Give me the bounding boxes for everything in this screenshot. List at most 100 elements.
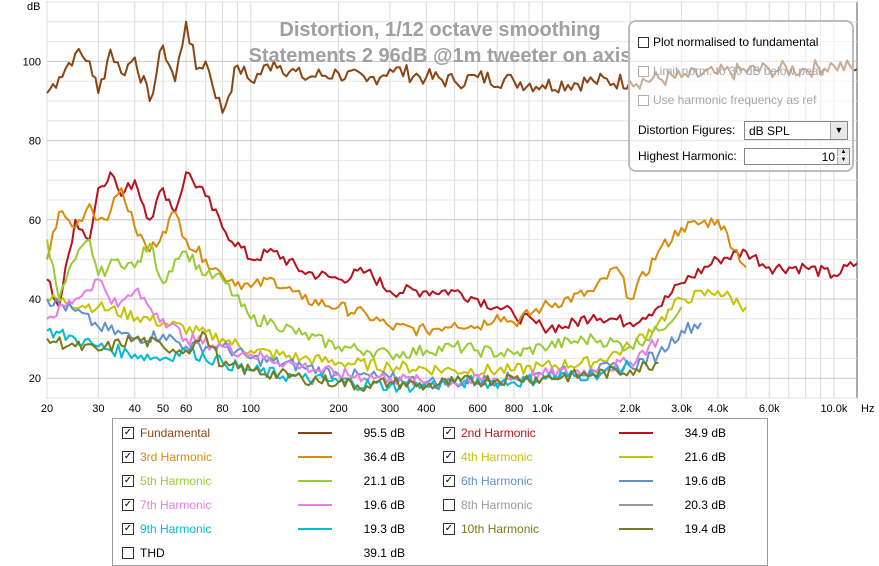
distortion-figures-label: Distortion Figures:: [638, 123, 736, 137]
x-tick-label: 60: [180, 403, 192, 412]
x-axis-unit: Hz: [861, 403, 874, 412]
y-tick-label: 80: [29, 136, 41, 148]
legend-checkbox-7th-harmonic[interactable]: ✓: [122, 499, 134, 511]
x-tick-label: 30: [92, 403, 104, 412]
legend-value: 34.9 dB: [684, 426, 726, 440]
x-tick-label: 3.0k: [671, 403, 692, 412]
legend-label: 4th Harmonic: [461, 450, 533, 464]
legend-item-7th-harmonic[interactable]: ✓ 7th Harmonic: [122, 496, 211, 514]
legend-item-6th-harmonic[interactable]: ✓ 6th Harmonic: [443, 472, 532, 490]
legend-item-8th-harmonic[interactable]: 8th Harmonic: [443, 496, 532, 514]
plot-normalised-checkbox[interactable]: [638, 36, 649, 48]
legend-item-4th-harmonic[interactable]: ✓ 4th Harmonic: [443, 448, 532, 466]
legend-checkbox-fundamental[interactable]: ✓: [122, 427, 134, 439]
legend-checkbox-thd[interactable]: [122, 547, 134, 559]
legend-label: THD: [140, 546, 165, 560]
legend-value: 19.6 dB: [684, 474, 726, 488]
legend-swatch: [298, 528, 332, 530]
plot-normalised-label: Plot normalised to fundamental: [653, 35, 819, 49]
legend-checkbox-4th-harmonic[interactable]: ✓: [443, 451, 455, 463]
legend-value: 21.1 dB: [363, 474, 405, 488]
legend-value: 39.1 dB: [363, 546, 405, 560]
legend-swatch: [619, 504, 653, 506]
legend-value: 19.6 dB: [363, 498, 405, 512]
x-tick-label: 400: [417, 403, 435, 412]
y-tick-label: 100: [23, 56, 41, 68]
distortion-figures-select[interactable]: dB SPL ▼: [744, 121, 848, 140]
legend-swatch: [619, 432, 653, 434]
chevron-down-icon[interactable]: ▼: [830, 122, 847, 139]
highest-harmonic-spinner[interactable]: 10 ▲ ▼: [744, 148, 850, 165]
legend-label: 9th Harmonic: [140, 522, 212, 536]
x-tick-label: 40: [129, 403, 141, 412]
x-tick-label: 300: [381, 403, 399, 412]
legend-item-5th-harmonic[interactable]: ✓ 5th Harmonic: [122, 472, 211, 490]
legend-checkbox-3rd-harmonic[interactable]: ✓: [122, 451, 134, 463]
legend-label: 2nd Harmonic: [461, 426, 536, 440]
series-line-3rd-harmonic: [46, 187, 747, 337]
axis-labels: 20 40 60 80 100 20 30 40 50 60 80 100 200 300 400 600 80…: [23, 56, 848, 412]
legend-label: 5th Harmonic: [140, 474, 212, 488]
legend-value: 95.5 dB: [363, 426, 405, 440]
x-tick-label: 100: [242, 403, 260, 412]
legend-checkbox-8th-harmonic[interactable]: [443, 499, 455, 511]
x-tick-label: 4.0k: [707, 403, 728, 412]
legend-swatch: [619, 528, 653, 530]
legend-swatch: [619, 456, 653, 458]
legend-swatch: [298, 480, 332, 482]
spin-up-icon[interactable]: ▲: [837, 149, 849, 156]
legend-label: Fundamental: [140, 426, 211, 440]
series-line-2nd-harmonic: [46, 171, 858, 334]
legend-label: 8th Harmonic: [461, 498, 533, 512]
spin-down-icon[interactable]: ▼: [837, 157, 849, 164]
legend-value: 21.6 dB: [684, 450, 726, 464]
legend-swatch: [298, 456, 332, 458]
x-tick-label: 200: [329, 403, 347, 412]
legend-swatch: [619, 480, 653, 482]
highest-harmonic-label: Highest Harmonic:: [638, 149, 737, 163]
highest-harmonic-value: 10: [821, 150, 835, 164]
x-tick-label: 600: [468, 403, 486, 412]
legend-label: 6th Harmonic: [461, 474, 533, 488]
harmonic-freq-option[interactable]: Use harmonic frequency as ref: [638, 93, 816, 107]
series-line-7th-harmonic: [46, 278, 660, 388]
legend-item-2nd-harmonic[interactable]: ✓ 2nd Harmonic: [443, 424, 536, 442]
series-line-10th-harmonic: [46, 330, 659, 392]
legend-value: 20.3 dB: [684, 498, 726, 512]
harmonic-freq-label: Use harmonic frequency as ref: [653, 93, 817, 107]
limit-norm-option[interactable]: Limit norm. to 30 dB below peak: [638, 64, 824, 78]
legend-checkbox-2nd-harmonic[interactable]: ✓: [443, 427, 455, 439]
harmonic-freq-checkbox[interactable]: [638, 94, 649, 106]
legend-value: 19.4 dB: [684, 522, 726, 536]
legend-item-10th-harmonic[interactable]: ✓ 10th Harmonic: [443, 520, 539, 538]
legend-checkbox-10th-harmonic[interactable]: ✓: [443, 523, 455, 535]
legend-checkbox-6th-harmonic[interactable]: ✓: [443, 475, 455, 487]
y-tick-label: 40: [29, 294, 41, 306]
legend-value: 19.3 dB: [363, 522, 405, 536]
x-tick-label: 2.0k: [620, 403, 641, 412]
x-tick-label: 80: [216, 403, 228, 412]
options-panel: Plot normalised to fundamental Limit nor…: [628, 20, 854, 172]
legend-value: 36.4 dB: [363, 450, 405, 464]
limit-norm-checkbox[interactable]: [638, 65, 649, 77]
x-tick-label: 50: [157, 403, 169, 412]
legend-label: 3rd Harmonic: [140, 450, 213, 464]
distortion-figures-value: dB SPL: [749, 124, 790, 138]
legend-panel: ✓ Fundamental 95.5 dB ✓ 2nd Harmonic 34.9 dB ✓…: [112, 418, 768, 566]
series-line-5th-harmonic: [46, 238, 683, 361]
x-tick-label: 20: [41, 403, 53, 412]
legend-item-9th-harmonic[interactable]: ✓ 9th Harmonic: [122, 520, 211, 538]
legend-checkbox-9th-harmonic[interactable]: ✓: [122, 523, 134, 535]
legend-swatch: [298, 432, 332, 434]
legend-swatch: [298, 504, 332, 506]
legend-label: 7th Harmonic: [140, 498, 212, 512]
legend-checkbox-5th-harmonic[interactable]: ✓: [122, 475, 134, 487]
limit-norm-label: Limit norm. to 30 dB below peak: [653, 64, 825, 78]
x-tick-label: 800: [505, 403, 523, 412]
x-tick-label: 10.0k: [820, 403, 847, 412]
legend-item-fundamental[interactable]: ✓ Fundamental: [122, 424, 210, 442]
legend-item-3rd-harmonic[interactable]: ✓ 3rd Harmonic: [122, 448, 212, 466]
y-axis-label: dB: [27, 1, 40, 13]
plot-normalised-option[interactable]: Plot normalised to fundamental: [638, 35, 818, 49]
legend-item-thd[interactable]: THD: [122, 544, 165, 562]
